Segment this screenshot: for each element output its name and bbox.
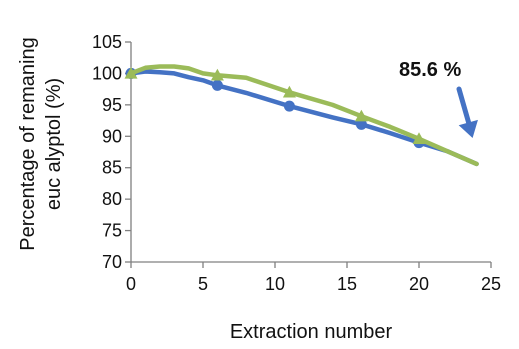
y-tick-label: 105 xyxy=(92,32,122,52)
x-axis-label: Extraction number xyxy=(230,321,393,343)
data-point-triangle xyxy=(412,132,426,144)
data-point-circle xyxy=(211,79,223,91)
data-point-triangle xyxy=(124,66,138,79)
y-tick-label: 75 xyxy=(102,221,122,241)
data-point-circle xyxy=(283,100,295,112)
x-tick-label: 25 xyxy=(481,274,501,294)
data-point-triangle xyxy=(282,85,296,98)
y-tick-label: 70 xyxy=(102,252,122,272)
series-line-1 xyxy=(128,69,479,167)
x-tick-label: 10 xyxy=(265,274,285,294)
x-tick-label: 5 xyxy=(198,274,208,294)
annotation-layer xyxy=(456,86,478,138)
y-tick-label: 85 xyxy=(102,158,122,178)
data-point-circle xyxy=(355,118,367,130)
y-tick-label: 100 xyxy=(92,63,122,83)
y-tick-label: 90 xyxy=(102,126,122,146)
y-axis-label-line2: euc alyptol (%) xyxy=(43,78,65,210)
y-tick-label: 80 xyxy=(102,189,122,209)
axes: 70 75 80 85 90 95 100 105 0 5 10 15 20 25 xyxy=(92,32,501,294)
data-point-triangle xyxy=(354,109,368,122)
y-axis-label-line1: Percentage of remaning xyxy=(17,37,39,250)
y-tick-label: 95 xyxy=(102,95,122,115)
annotation-text: 85.6 % xyxy=(399,59,461,81)
x-tick-label: 20 xyxy=(409,274,429,294)
x-tick-label: 15 xyxy=(337,274,357,294)
series-line-2 xyxy=(128,64,479,167)
series-layer xyxy=(124,64,479,167)
data-point-triangle xyxy=(210,68,224,81)
x-tick-label: 0 xyxy=(126,274,136,294)
annotation-arrow-shaft xyxy=(456,86,473,129)
annotation-arrow-head xyxy=(458,119,478,138)
